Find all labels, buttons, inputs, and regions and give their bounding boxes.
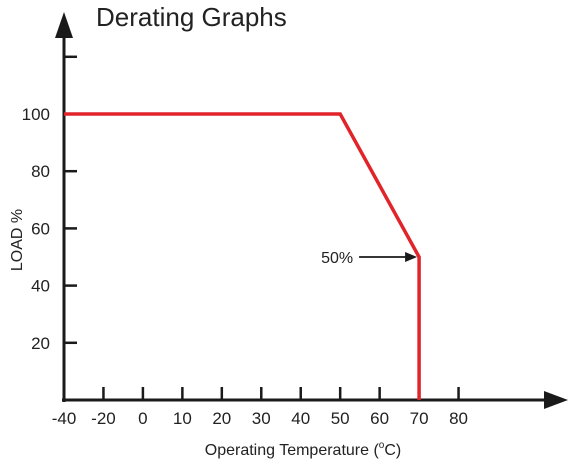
y-tick-label: 20 xyxy=(31,334,50,353)
y-tick-label: 80 xyxy=(31,162,50,181)
y-tick-label: 100 xyxy=(22,105,50,124)
x-axis-arrow xyxy=(544,391,568,409)
x-axis-label: Operating Temperature (oC) xyxy=(205,440,401,459)
y-tick-label: 60 xyxy=(31,219,50,238)
x-tick-label: -40 xyxy=(52,409,77,428)
y-ticks: 20 40 60 80 100 xyxy=(22,55,77,353)
y-axis-arrow xyxy=(55,12,73,38)
x-axis-label-degree: o xyxy=(379,440,385,451)
x-tick-label: 80 xyxy=(449,409,468,428)
x-axis-label-main: Operating Temperature ( xyxy=(205,442,380,459)
x-tick-label: 30 xyxy=(252,409,271,428)
annotation-label: 50% xyxy=(321,250,353,267)
chart-title: Derating Graphs xyxy=(96,2,287,32)
derating-line xyxy=(64,112,421,400)
y-axis-label: LOAD % xyxy=(9,209,26,271)
annotation-layer: 50% xyxy=(321,250,418,267)
y-tick-label: 40 xyxy=(31,277,50,296)
x-tick-label: 60 xyxy=(370,409,389,428)
axes xyxy=(55,12,568,409)
x-tick-label: 10 xyxy=(173,409,192,428)
annotation-arrowhead xyxy=(405,252,418,262)
x-tick-label: 0 xyxy=(138,409,147,428)
series-layer xyxy=(64,112,421,400)
x-axis-label-unit: C) xyxy=(384,442,401,459)
x-tick-label: 40 xyxy=(291,409,310,428)
x-tick-label: 70 xyxy=(410,409,429,428)
x-tick-label: 20 xyxy=(212,409,231,428)
x-ticks: -40 -20 0 10 20 30 40 50 60 70 80 xyxy=(52,387,468,428)
x-tick-label: -20 xyxy=(91,409,116,428)
x-tick-label: 50 xyxy=(331,409,350,428)
